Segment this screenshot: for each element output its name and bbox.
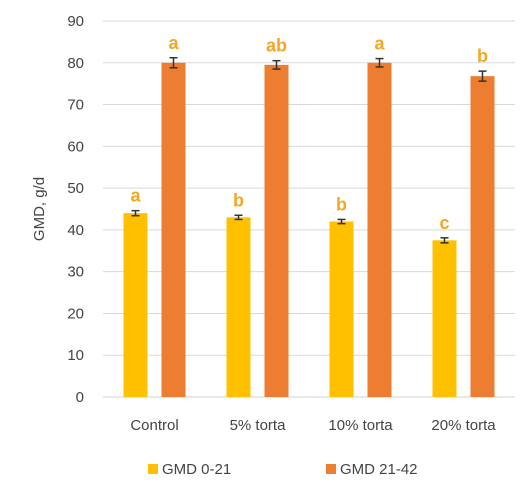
significance-letter: a [130, 186, 141, 206]
y-tick-label: 90 [67, 13, 84, 30]
y-axis-label: GMD, g/d [31, 177, 48, 241]
bars [123, 62, 495, 398]
significance-letter: a [374, 34, 385, 54]
y-tick-label: 40 [67, 222, 84, 239]
category-labels: Control 5% torta 10% torta 20% torta [130, 417, 496, 434]
y-tick-label: 0 [76, 389, 84, 406]
bar-gmd-21-42 [161, 62, 186, 398]
category-label: 20% torta [431, 417, 496, 434]
error-bars [131, 57, 487, 244]
y-tick-label: 10 [67, 347, 84, 364]
y-tick-label: 80 [67, 55, 84, 72]
significance-letter: b [477, 46, 488, 66]
significance-letter: ab [266, 36, 287, 56]
significance-letter: c [439, 213, 449, 233]
bar-gmd-21-42 [367, 62, 392, 398]
legend-swatch [326, 464, 336, 474]
legend-swatch [148, 464, 158, 474]
bar-gmd-0-21 [432, 240, 457, 397]
significance-letter: b [233, 190, 244, 210]
category-label: 10% torta [328, 417, 393, 434]
y-tick-labels: 0 10 20 30 40 50 60 70 80 90 [67, 13, 84, 406]
y-tick-label: 60 [67, 138, 84, 155]
significance-letter: a [168, 33, 179, 53]
y-tick-label: 70 [67, 97, 84, 114]
category-label: 5% torta [230, 417, 287, 434]
category-label: Control [130, 417, 178, 434]
bar-gmd-21-42 [470, 76, 495, 397]
bar-gmd-0-21 [329, 221, 354, 397]
y-tick-label: 30 [67, 264, 84, 281]
bar-gmd-21-42 [264, 64, 289, 397]
legend-label: GMD 21-42 [340, 461, 418, 478]
legend-label: GMD 0-21 [162, 461, 231, 478]
y-tick-label: 50 [67, 180, 84, 197]
bar-gmd-0-21 [226, 217, 251, 397]
bar-gmd-0-21 [123, 213, 148, 397]
y-tick-label: 20 [67, 305, 84, 322]
legend: GMD 0-21 GMD 21-42 [148, 461, 418, 478]
significance-letter: b [336, 194, 347, 214]
